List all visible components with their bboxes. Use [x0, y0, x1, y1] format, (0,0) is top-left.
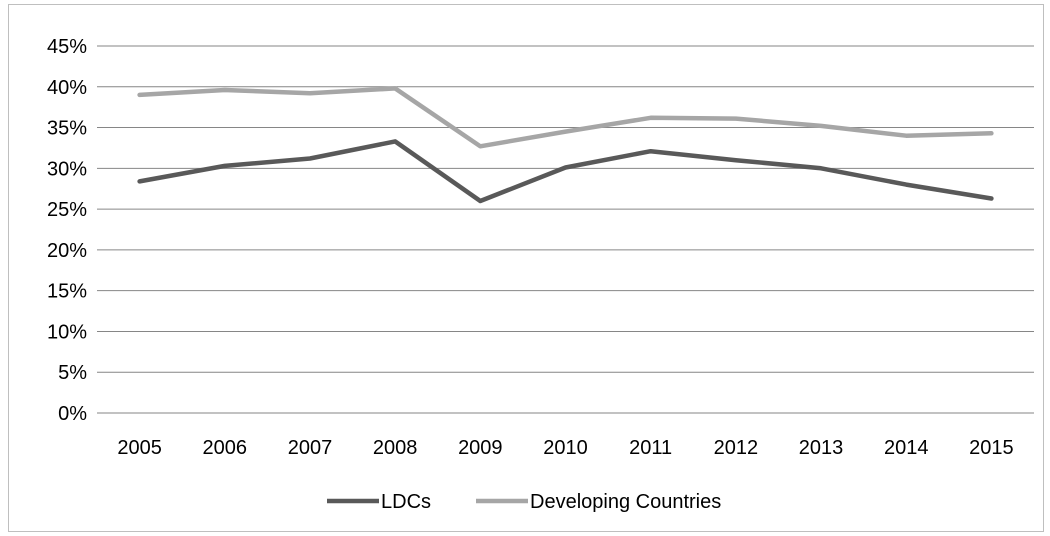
x-axis-tick-labels: 2005 2006 2007 2008 2009 2010 2011 2012 2013 2014…	[117, 437, 1013, 459]
y-tick-label: 40%	[47, 77, 87, 99]
x-tick-label: 2006	[203, 437, 248, 459]
legend-label: LDCs	[381, 491, 431, 513]
y-tick-label: 30%	[47, 158, 87, 180]
y-tick-label: 20%	[47, 240, 87, 262]
legend-label: Developing Countries	[530, 491, 721, 513]
gridlines	[97, 45, 1034, 373]
series-line-developing-countries	[137, 86, 994, 149]
y-tick-label: 45%	[47, 36, 87, 58]
series-line-ldcs	[137, 139, 994, 204]
line-chart: 0%5%10%15%20%25%30%35%40%45% 2005 2006 200…	[47, 36, 1034, 513]
y-tick-label: 5%	[58, 362, 87, 384]
x-tick-label: 2008	[373, 437, 418, 459]
chart-frame: 0% 5% 10% 15% 20% 25% 30% 35% 40% 45% 2005 2006 200…	[8, 4, 1044, 532]
x-tick-label: 2009	[458, 437, 503, 459]
x-tick-label: 2014	[884, 437, 929, 459]
x-tick-label: 2012	[714, 437, 759, 459]
y-tick-label: 0%	[58, 403, 87, 425]
legend: LDCs Developing Countries	[327, 491, 721, 513]
y-tick-label: 25%	[47, 199, 87, 221]
x-tick-label: 2013	[799, 437, 844, 459]
y-tick-label: 35%	[47, 118, 87, 140]
y-tick-label: 10%	[47, 321, 87, 343]
x-tick-label: 2005	[117, 437, 162, 459]
x-tick-label: 2015	[969, 437, 1014, 459]
y-tick-label: 15%	[47, 281, 87, 303]
x-tick-label: 2007	[288, 437, 333, 459]
y-axis-tick-labels: 0% 5% 10% 15% 20% 25% 30% 35% 40% 45%	[47, 36, 87, 425]
series-lines	[137, 86, 994, 204]
x-tick-label: 2010	[543, 437, 588, 459]
x-tick-label: 2011	[629, 437, 672, 459]
